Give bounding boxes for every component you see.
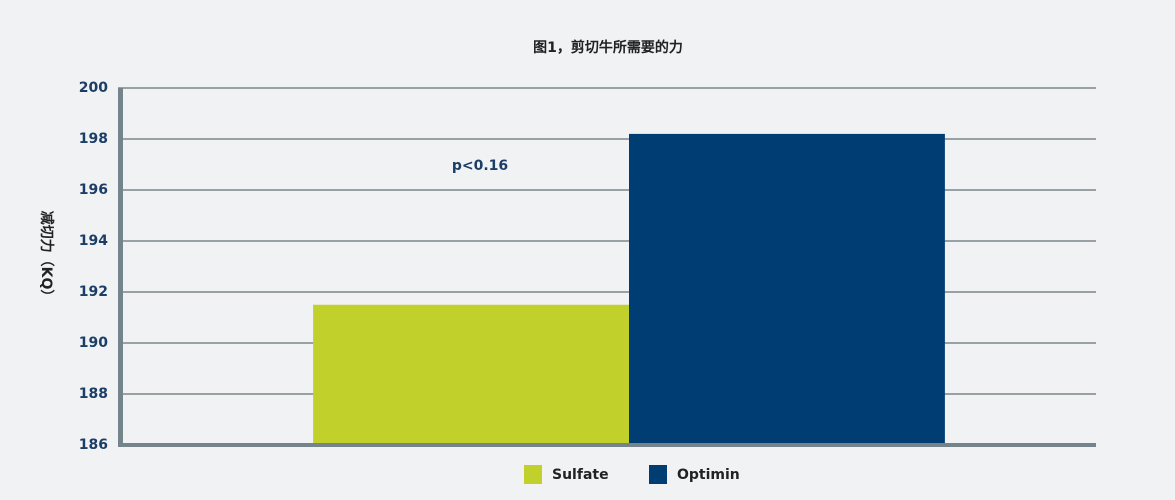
y-tick-label: 186 [79, 437, 108, 453]
y-tick-label: 196 [79, 182, 108, 198]
bar [629, 133, 945, 445]
annotation: p<0.16 [452, 158, 508, 174]
legend-swatch [649, 465, 667, 484]
y-tick-label: 198 [79, 131, 108, 147]
bar [313, 304, 629, 445]
chart-title: 图1，剪切牛所需要的力 [533, 39, 683, 56]
legend-label: Sulfate [552, 467, 609, 483]
y-tick-label: 190 [79, 335, 108, 351]
y-axis-label: 减切力（KQ） [38, 211, 55, 304]
y-tick-label: 188 [79, 386, 108, 402]
legend-swatch [524, 465, 542, 484]
legend-label: Optimin [677, 467, 740, 483]
y-tick-label: 200 [79, 80, 108, 96]
y-tick-label: 194 [79, 233, 108, 249]
y-tick-label: 192 [79, 284, 108, 300]
